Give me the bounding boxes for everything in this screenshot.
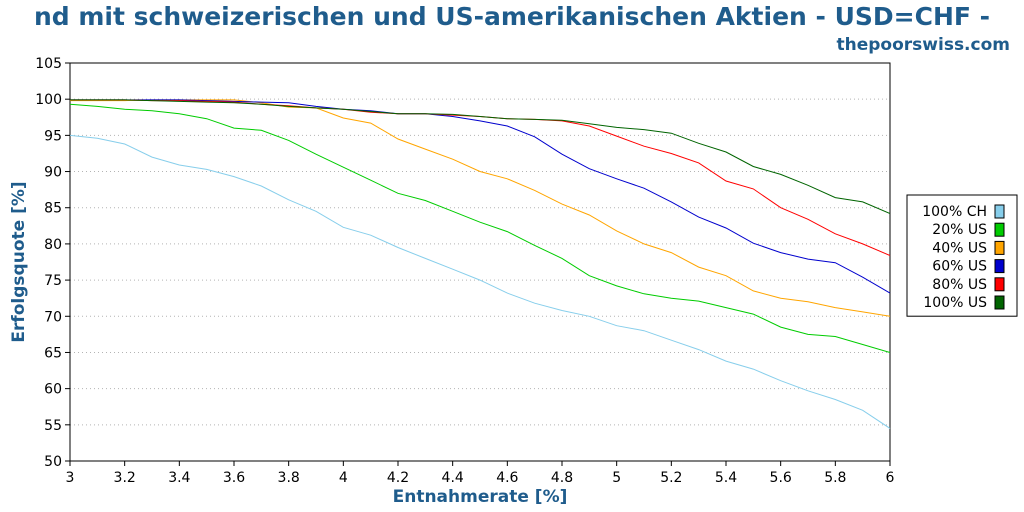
x-tick-label: 5.4 [715,470,737,486]
y-tick-label: 85 [44,201,62,217]
series-line-0 [69,134,891,429]
y-tick-label: 65 [44,345,62,361]
x-tick-label: 5 [612,470,621,486]
legend: 100% CH 20% US 40% US 60% US 80% US 100% US [906,194,1018,317]
series-line-4 [70,99,891,256]
plot-frame [69,62,891,462]
x-tick-label: 3.4 [168,470,190,486]
legend-swatch [994,259,1005,274]
x-tick-label: 5.6 [770,470,792,486]
y-tick-label: 100 [35,92,62,108]
x-tick-label: 5.8 [824,470,846,486]
series-line-3 [70,99,891,294]
x-tick-label: 3.6 [223,470,245,486]
legend-swatch [994,240,1005,255]
series-line-2 [70,99,891,317]
x-tick-label: 4.8 [551,470,573,486]
legend-label: 100% US [923,295,987,311]
legend-swatch [994,222,1005,237]
y-tick-label: 60 [44,382,62,398]
chart-title: nd mit schweizerischen und US-amerikanis… [34,2,990,31]
series-line-5 [70,99,891,214]
legend-label: 80% US [932,277,987,293]
y-tick-label: 55 [44,418,62,434]
x-tick-label: 4 [339,470,348,486]
legend-swatch [994,204,1005,219]
legend-label: 60% US [932,259,987,275]
y-tick-label: 80 [44,237,62,253]
legend-swatch [994,277,1005,292]
y-tick-label: 105 [35,56,62,72]
x-tick-label: 5.2 [660,470,682,486]
y-tick-label: 95 [44,128,62,144]
y-tick-label: 75 [44,273,62,289]
x-tick-label: 4.6 [496,470,518,486]
y-tick-label: 90 [44,165,62,181]
legend-label: 40% US [932,240,987,256]
legend-label: 100% CH [922,204,987,220]
series-line-1 [69,103,891,353]
y-tick-label: 50 [44,454,62,470]
y-tick-label: 70 [44,309,62,325]
legend-swatch [994,295,1005,310]
x-tick-label: 3.2 [114,470,136,486]
x-tick-label: 4.2 [387,470,409,486]
legend-label: 20% US [932,222,987,238]
y-axis-title: Erfolgsquote [%] [9,181,29,342]
x-tick-label: 3.8 [278,470,300,486]
chart-source: thepoorswiss.com [837,35,1011,55]
x-tick-label: 4.4 [442,470,464,486]
x-tick-label: 6 [886,470,895,486]
x-axis-title: Entnahmerate [%] [393,487,568,507]
x-tick-label: 3 [66,470,75,486]
